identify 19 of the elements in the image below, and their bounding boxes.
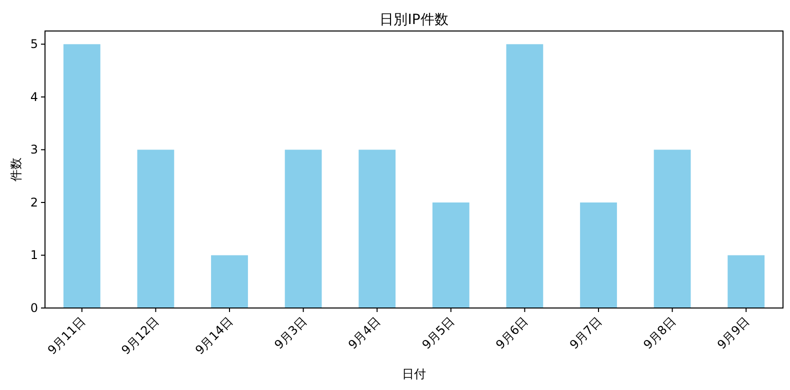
x-tick-label: 9月7日 <box>566 314 605 352</box>
x-tick-label: 9月6日 <box>493 314 531 352</box>
x-axis-title: 日付 <box>402 367 426 381</box>
chart-title: 日別IP件数 <box>380 12 448 28</box>
y-tick-label: 5 <box>30 37 38 52</box>
y-tick-label: 3 <box>30 142 38 157</box>
y-tick-label: 1 <box>30 248 38 262</box>
y-tick-label: 2 <box>30 195 38 210</box>
x-tick-label: 9月4日 <box>346 314 384 352</box>
x-tick-label: 9月12日 <box>118 314 162 358</box>
y-axis-title: 件数 <box>9 158 23 182</box>
x-tick-label: 9月9日 <box>714 314 752 352</box>
x-tick-label: 9月3日 <box>272 314 310 352</box>
y-tick-label: 0 <box>30 301 38 315</box>
x-tick-label: 9月11日 <box>44 314 88 358</box>
x-tick-label: 9月8日 <box>640 314 678 352</box>
x-tick-label: 9月14日 <box>192 314 236 358</box>
y-tick-label: 4 <box>30 90 38 104</box>
x-tick-label: 9月5日 <box>419 314 458 352</box>
